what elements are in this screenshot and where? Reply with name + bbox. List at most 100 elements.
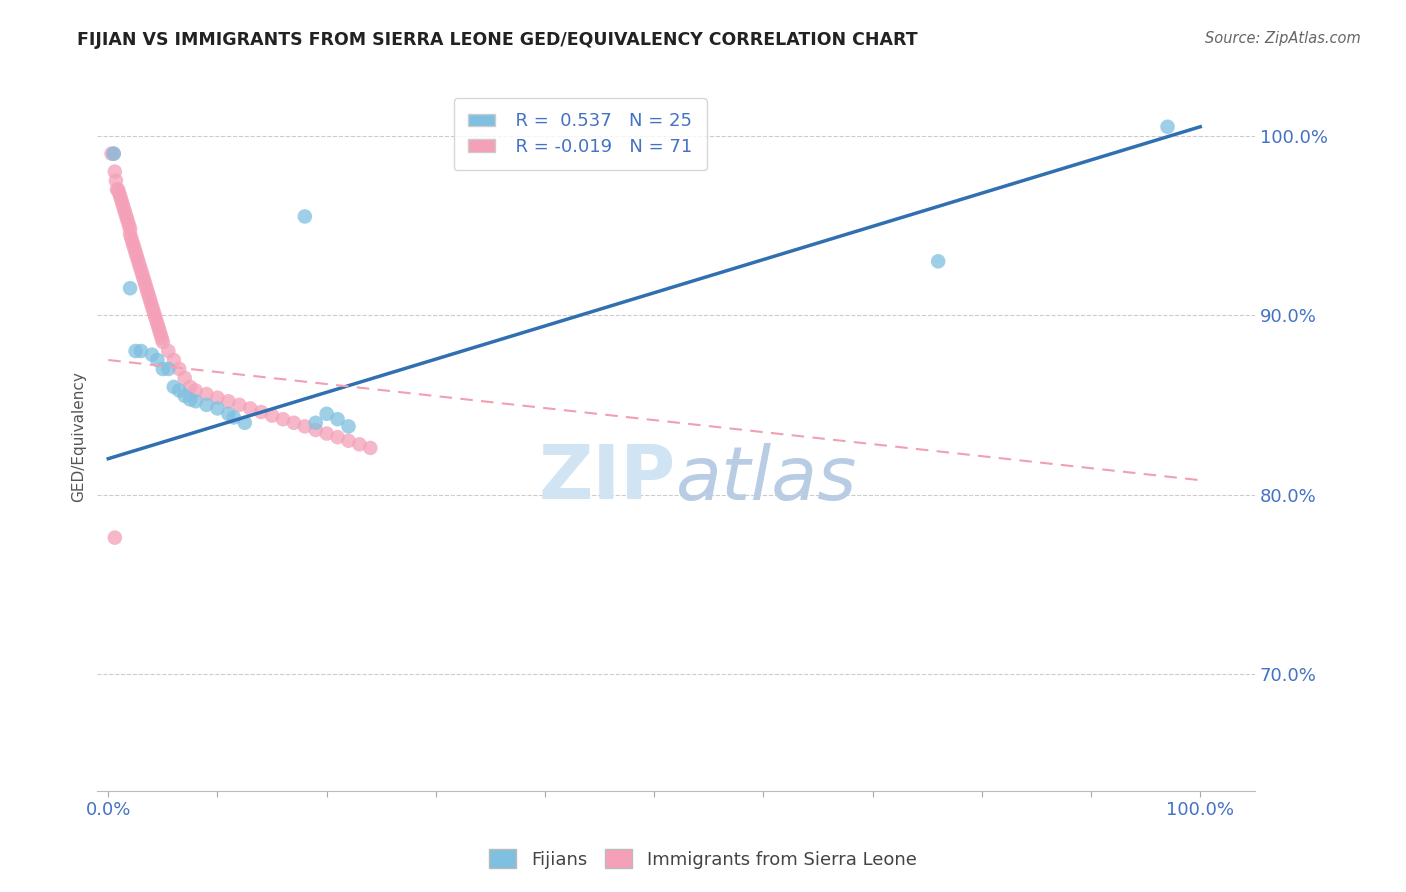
Point	[105, 183, 128, 197]
Point	[146, 317, 169, 331]
Point	[124, 245, 146, 260]
Point	[207, 391, 229, 405]
Point	[104, 531, 127, 545]
Point	[326, 430, 349, 444]
Point	[150, 331, 173, 345]
Point	[125, 249, 148, 263]
Point	[100, 146, 122, 161]
Point	[122, 238, 145, 252]
Point	[167, 362, 190, 376]
Point	[262, 409, 284, 423]
Point	[135, 281, 157, 295]
Point	[139, 292, 162, 306]
Point	[146, 353, 169, 368]
Legend: Fijians, Immigrants from Sierra Leone: Fijians, Immigrants from Sierra Leone	[482, 842, 924, 876]
Point	[143, 310, 166, 324]
Point	[271, 412, 294, 426]
Point	[111, 197, 134, 211]
Point	[349, 437, 371, 451]
Point	[103, 146, 125, 161]
Text: ZIP: ZIP	[538, 442, 676, 516]
Point	[107, 183, 129, 197]
Text: Source: ZipAtlas.com: Source: ZipAtlas.com	[1205, 31, 1361, 46]
Point	[167, 384, 190, 398]
Point	[139, 295, 162, 310]
Point	[239, 401, 262, 416]
Point	[124, 344, 146, 359]
Point	[233, 416, 256, 430]
Point	[359, 441, 381, 455]
Point	[141, 299, 163, 313]
Point	[124, 242, 146, 256]
Point	[195, 398, 218, 412]
Point	[184, 394, 207, 409]
Point	[283, 416, 305, 430]
Point	[157, 362, 180, 376]
Point	[108, 186, 131, 201]
Point	[120, 281, 142, 295]
Point	[132, 270, 155, 285]
Point	[152, 334, 174, 349]
Point	[337, 434, 360, 448]
Point	[305, 423, 328, 437]
Point	[120, 231, 142, 245]
Point	[217, 407, 239, 421]
Point	[149, 327, 172, 342]
Point	[195, 387, 218, 401]
Point	[152, 362, 174, 376]
Point	[136, 285, 159, 299]
Point	[134, 277, 156, 292]
Point	[104, 164, 127, 178]
Point	[121, 235, 143, 249]
Point	[149, 324, 172, 338]
Point	[120, 227, 142, 242]
Point	[104, 173, 127, 187]
Point	[927, 254, 949, 268]
Point	[128, 256, 150, 270]
Point	[110, 194, 132, 208]
Point	[145, 313, 167, 327]
Point	[129, 263, 152, 277]
Point	[127, 252, 149, 267]
Point	[305, 416, 328, 430]
Point	[217, 394, 239, 409]
Point	[117, 215, 139, 229]
Point	[112, 201, 135, 215]
Y-axis label: GED/Equivalency: GED/Equivalency	[72, 371, 86, 501]
Point	[115, 211, 138, 226]
Point	[315, 426, 337, 441]
Point	[1156, 120, 1178, 134]
Point	[143, 306, 166, 320]
Point	[134, 274, 156, 288]
Point	[228, 398, 250, 412]
Point	[250, 405, 273, 419]
Point	[315, 407, 337, 421]
Point	[120, 222, 142, 236]
Point	[294, 419, 316, 434]
Point	[179, 380, 201, 394]
Point	[337, 419, 360, 434]
Point	[110, 190, 132, 204]
Point	[173, 371, 195, 385]
Point	[129, 344, 152, 359]
Point	[138, 288, 160, 302]
Point	[326, 412, 349, 426]
Point	[131, 267, 153, 281]
Point	[114, 204, 136, 219]
Text: atlas: atlas	[676, 442, 858, 515]
Point	[114, 208, 136, 222]
Point	[163, 353, 186, 368]
Point	[118, 219, 141, 233]
Point	[222, 410, 245, 425]
Legend:   R =  0.537   N = 25,   R = -0.019   N = 71: R = 0.537 N = 25, R = -0.019 N = 71	[454, 98, 707, 170]
Point	[141, 348, 163, 362]
Point	[157, 344, 180, 359]
Point	[294, 210, 316, 224]
Point	[148, 320, 170, 334]
Point	[179, 392, 201, 407]
Point	[129, 260, 152, 274]
Point	[184, 384, 207, 398]
Text: FIJIAN VS IMMIGRANTS FROM SIERRA LEONE GED/EQUIVALENCY CORRELATION CHART: FIJIAN VS IMMIGRANTS FROM SIERRA LEONE G…	[77, 31, 918, 49]
Point	[163, 380, 186, 394]
Point	[207, 401, 229, 416]
